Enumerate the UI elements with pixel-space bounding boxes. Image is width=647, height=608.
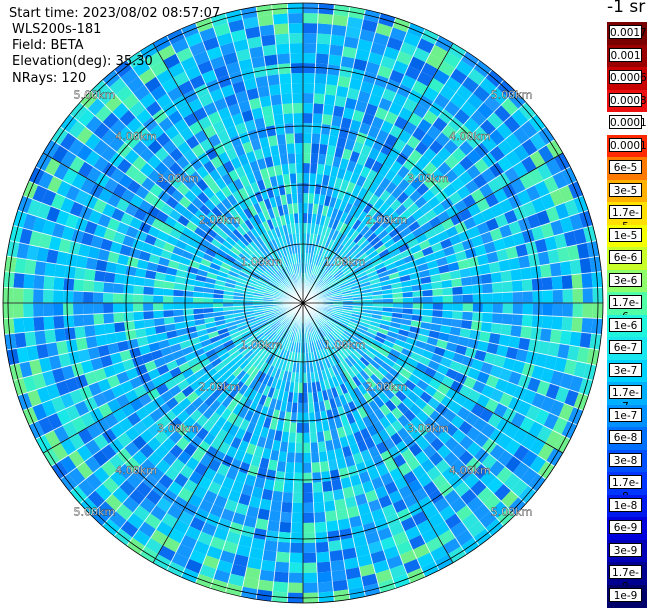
- colorbar-tick-label: 3e-6: [609, 272, 642, 287]
- azimuth-spokes: [3, 3, 603, 603]
- range-ring-label: 1.00km: [241, 255, 283, 268]
- colorbar-tick-label: 6e-7: [609, 340, 642, 354]
- range-ring-label: 5.00km: [491, 88, 533, 101]
- colorbar-tick-label: 3e-7: [609, 362, 642, 377]
- range-ring-label: 2.00km: [199, 214, 241, 227]
- colorbar-cell: 1.7e-9: [607, 562, 647, 593]
- colorbar-cell: 0.0017: [607, 22, 647, 45]
- field-label: Field: BETA: [12, 38, 84, 53]
- range-ring-label: 4.00km: [115, 130, 157, 143]
- range-ring-label: 2.00km: [199, 380, 241, 393]
- colorbar: 0.0017 0.001 0.0006 0.0003 0.00017 0.0001 6e-5…: [607, 22, 647, 608]
- colorbar-tick-label: 1e-8: [609, 497, 642, 512]
- nrays-label: NRays: 120: [12, 71, 87, 86]
- colorbar-tick-label: 0.0003: [609, 92, 647, 107]
- colorbar-cell: 0.0003: [607, 89, 647, 113]
- colorbar-cell: 3e-5: [607, 179, 647, 203]
- colorbar-cell: 6e-7: [607, 337, 647, 360]
- colorbar-cell: 1.7e-6: [607, 292, 647, 323]
- colorbar-tick-label: 0.0017: [609, 25, 647, 39]
- colorbar-cell: 1e-5: [607, 224, 647, 248]
- colorbar-tick-label: 6e-6: [609, 250, 642, 264]
- colorbar-tick-label: 0.0006: [609, 70, 647, 84]
- colorbar-cell: 6e-8: [607, 427, 647, 450]
- colorbar-tick-label: 1.7e-9: [609, 565, 642, 593]
- colorbar-tick-label: 3e-8: [609, 452, 642, 467]
- range-ring-labels: 1.00km 1.00km 1.00km 1.00km 2.00km 2.00km 2.00…: [73, 88, 533, 519]
- colorbar-tick-label: 6e-5: [609, 160, 642, 174]
- colorbar-cell: 1e-6: [607, 314, 647, 338]
- colorbar-tick-label: 0.00017: [609, 115, 647, 129]
- instrument-label: WLS200s-181: [12, 22, 102, 37]
- colorbar-cell: 0.0001: [607, 134, 647, 158]
- elevation-label: Elevation(deg): 35.30: [12, 54, 153, 69]
- colorbar-tick-label: 1.7e-7: [609, 385, 642, 413]
- colorbar-cell: 0.0006: [607, 67, 647, 90]
- colorbar-cell: 1e-8: [607, 494, 647, 518]
- colorbar-cell: 1.7e-7: [607, 382, 647, 413]
- range-ring-label: 4.00km: [115, 464, 157, 477]
- colorbar-cell: 1.7e-8: [607, 472, 647, 503]
- range-ring-label: 1.00km: [324, 339, 366, 352]
- colorbar-tick-label: 0.001: [609, 47, 642, 62]
- colorbar-cell: 6e-6: [607, 247, 647, 270]
- colorbar-cell: 1e-9: [607, 584, 647, 608]
- colorbar-tick-label: 1.7e-5: [609, 205, 642, 233]
- range-ring-label: 2.00km: [366, 380, 408, 393]
- colorbar-tick-label: 1.7e-8: [609, 475, 642, 503]
- range-ring-label: 3.00km: [407, 422, 449, 435]
- ppi-scan-plot: 1.00km 1.00km 1.00km 1.00km 2.00km 2.00km 2.00…: [2, 2, 604, 604]
- range-ring-label: 5.00km: [491, 506, 533, 519]
- colorbar-cell: 1.7e-5: [607, 202, 647, 233]
- range-ring-label: 3.00km: [407, 172, 449, 185]
- colorbar-cell: 0.001: [607, 44, 647, 68]
- colorbar-tick-label: 1e-9: [609, 587, 642, 602]
- range-ring-label: 5.00km: [74, 88, 116, 101]
- colorbar-cell: 6e-9: [607, 517, 647, 540]
- colorbar-tick-label: 1e-6: [609, 317, 642, 332]
- backscatter-sectors: [3, 3, 603, 603]
- colorbar-cell: 6e-5: [607, 157, 647, 180]
- colorbar-cell: 3e-8: [607, 449, 647, 473]
- range-ring-label: 1.00km: [241, 339, 283, 352]
- colorbar-cell: 1e-7: [607, 404, 647, 428]
- colorbar-tick-label: 6e-9: [609, 520, 642, 534]
- range-ring-label: 4.00km: [449, 130, 491, 143]
- colorbar-tick-label: 1.7e-6: [609, 295, 642, 323]
- range-ring-label: 3.00km: [157, 422, 199, 435]
- range-ring-label: 2.00km: [366, 214, 408, 227]
- colorbar-tick-label: 0.0001: [609, 137, 647, 152]
- colorbar-cell: 3e-7: [607, 359, 647, 383]
- colorbar-tick-label: 3e-5: [609, 182, 642, 197]
- colorbar-unit: -1 sr: [607, 0, 646, 17]
- colorbar-tick-label: 1e-5: [609, 227, 642, 242]
- range-ring-label: 1.00km: [324, 255, 366, 268]
- range-ring-label: 4.00km: [449, 464, 491, 477]
- colorbar-tick-label: 1e-7: [609, 407, 642, 422]
- colorbar-cell: 3e-6: [607, 269, 647, 293]
- colorbar-cell: 3e-9: [607, 539, 647, 563]
- start-time-label: Start time: 2023/08/02 08:57:07: [9, 6, 221, 21]
- range-ring-label: 5.00km: [74, 506, 116, 519]
- colorbar-tick-label: 6e-8: [609, 430, 642, 444]
- colorbar-tick-label: 3e-9: [609, 542, 642, 557]
- range-ring-label: 3.00km: [157, 172, 199, 185]
- colorbar-cell: 0.00017: [607, 112, 647, 135]
